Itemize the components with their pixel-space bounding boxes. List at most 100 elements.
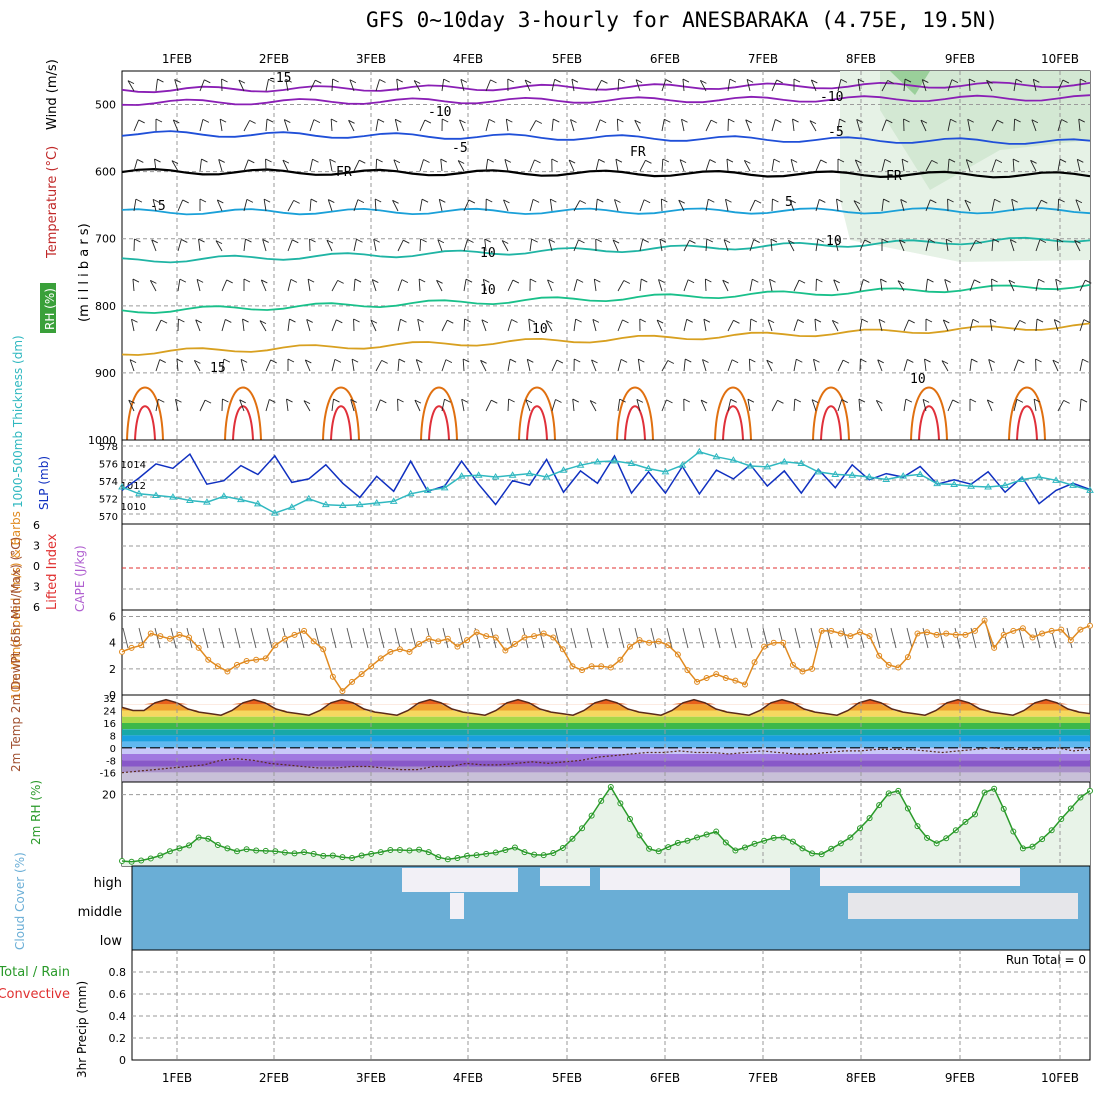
isotherm-loop [812,386,850,441]
wind-barb [904,78,912,83]
wind-barb [287,319,290,332]
wind-barb [903,79,906,92]
thickness-axis-label: 1000-500mb Thickness (dm) [11,335,25,508]
temperature-band [122,772,1090,782]
wind-barb [659,238,667,243]
wind-barb [952,399,959,404]
isotherm-loop [624,405,646,441]
date-label-top: 4FEB [453,52,483,66]
isotherm-loop [322,386,360,441]
wind-barb [615,158,623,163]
wind-barb [831,320,839,332]
wind-barb [400,318,407,323]
wind-barb [880,278,887,283]
wind-barb [528,319,531,332]
surface-wind-barb [1034,627,1041,649]
wind10m-tick: 2 [109,663,116,676]
wind-barb [770,238,778,243]
wind-barb [463,199,470,212]
wind-barb [201,158,208,163]
wind-barb [151,239,158,244]
wind-barb [617,118,624,123]
precip-axis-label: 3hr Precip (mm) [75,981,89,1078]
wind-barb [573,279,578,292]
wind-barb [397,319,401,332]
wind-barb [1031,119,1037,132]
wind-barb [331,399,334,412]
wind-barb [612,239,619,252]
wind-barb [639,239,644,252]
wind-barb [1031,119,1039,124]
wind-barb [392,199,399,204]
wind-barb [309,238,316,243]
wind-barb [284,119,291,123]
wind-barb [576,279,584,283]
wind-barb [380,399,387,404]
wind-barb [617,78,620,92]
wind-barb [705,119,712,132]
temperature-axis-label: Temperature (°C) [45,146,60,259]
precip-tick: 0.2 [109,1032,127,1045]
wind-barb [462,358,470,363]
wind-barb [529,120,537,132]
wind-barb [315,79,322,84]
wind-barb [815,239,819,252]
wind-barb [196,278,204,283]
wind-barb [710,119,718,124]
wind-barb [480,359,487,364]
wind-barb [683,240,690,252]
wind-barb [726,158,734,163]
wind-barb [995,159,1003,164]
lifted-index-frame [121,523,1091,611]
wind-barb [176,358,184,363]
isotherm-loop [134,405,156,441]
thickness-point [304,494,313,502]
wind-barb [336,319,343,324]
wind-barb [793,279,800,292]
pressure-axis-label: (m i l l i b a r s) [77,223,92,322]
slp-tick: 1014 [121,460,146,471]
wind-barb [437,239,443,252]
wind-barb [174,79,179,92]
wind10m-tick: 6 [109,611,116,624]
wind-barb [330,118,338,123]
date-label-top: 6FEB [650,52,680,66]
wind-barb [196,279,201,292]
isotherm-loop [722,405,744,441]
wind-barb [359,159,366,164]
wind-barb [788,240,795,244]
wind-barb [357,199,365,204]
wind-barb [749,358,756,363]
wind-barb [1038,278,1045,283]
wind-barb [306,319,313,323]
wind-barb [947,159,950,172]
wind-barb [353,239,357,252]
wind-barb [507,359,511,372]
wind-barb [1079,399,1082,412]
slp-tick: 1010 [121,502,146,513]
wind-barb [447,319,454,324]
surface-wind-barb [650,627,657,649]
wind-barb [441,320,448,332]
wind-barb [729,78,737,83]
temp2m-tick: 16 [103,719,116,730]
wind-barb [595,159,600,172]
wind-barb [246,198,254,203]
temperature-band [122,760,1090,767]
wind-barb [135,198,143,203]
wind-barb [666,399,673,404]
wind-barb [639,279,642,292]
wind-barb [337,280,344,284]
wind-barb [986,399,993,412]
wind-barb [790,158,798,163]
wind-barb [348,119,355,124]
wind-barb [463,318,466,332]
isotherm-loop [420,386,458,441]
wind-barb [947,119,951,132]
wind-barb [239,399,246,404]
wind-barb [1079,319,1085,332]
wind-barb [204,79,211,84]
wind-barb [199,399,206,412]
wind-barb [548,239,553,252]
wind-barb [1013,320,1021,332]
